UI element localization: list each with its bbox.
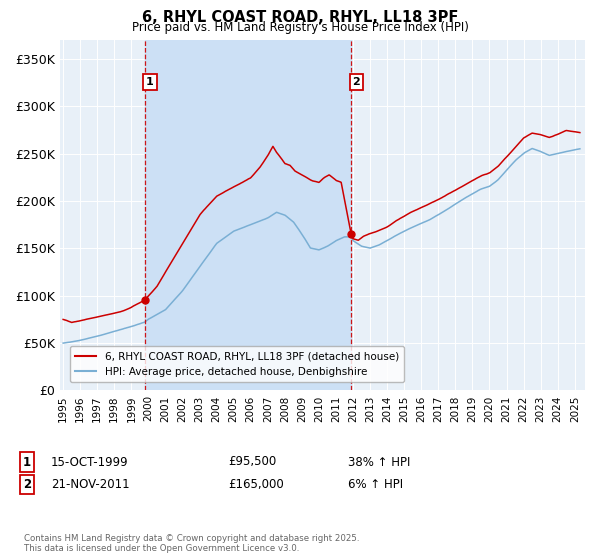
Text: £165,000: £165,000 (228, 478, 284, 491)
Text: 1: 1 (146, 77, 154, 87)
Legend: 6, RHYL COAST ROAD, RHYL, LL18 3PF (detached house), HPI: Average price, detache: 6, RHYL COAST ROAD, RHYL, LL18 3PF (deta… (70, 346, 404, 382)
Text: 6% ↑ HPI: 6% ↑ HPI (348, 478, 403, 491)
Text: 15-OCT-1999: 15-OCT-1999 (51, 455, 128, 469)
Text: Contains HM Land Registry data © Crown copyright and database right 2025.
This d: Contains HM Land Registry data © Crown c… (24, 534, 359, 553)
Text: £95,500: £95,500 (228, 455, 276, 469)
Text: 2: 2 (352, 77, 360, 87)
Text: 6, RHYL COAST ROAD, RHYL, LL18 3PF: 6, RHYL COAST ROAD, RHYL, LL18 3PF (142, 10, 458, 25)
Text: 38% ↑ HPI: 38% ↑ HPI (348, 455, 410, 469)
Text: Price paid vs. HM Land Registry's House Price Index (HPI): Price paid vs. HM Land Registry's House … (131, 21, 469, 34)
Text: 1: 1 (23, 455, 31, 469)
Bar (145, 40, 351, 390)
Text: 21-NOV-2011: 21-NOV-2011 (51, 478, 130, 491)
Text: 2: 2 (23, 478, 31, 491)
